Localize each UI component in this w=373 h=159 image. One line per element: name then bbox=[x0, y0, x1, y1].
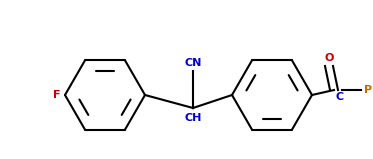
Text: CN: CN bbox=[184, 58, 202, 68]
Text: Ph: Ph bbox=[364, 85, 373, 95]
Text: O: O bbox=[324, 53, 334, 63]
Text: CH: CH bbox=[184, 113, 202, 123]
Text: C: C bbox=[336, 92, 344, 102]
Text: F: F bbox=[53, 90, 60, 100]
